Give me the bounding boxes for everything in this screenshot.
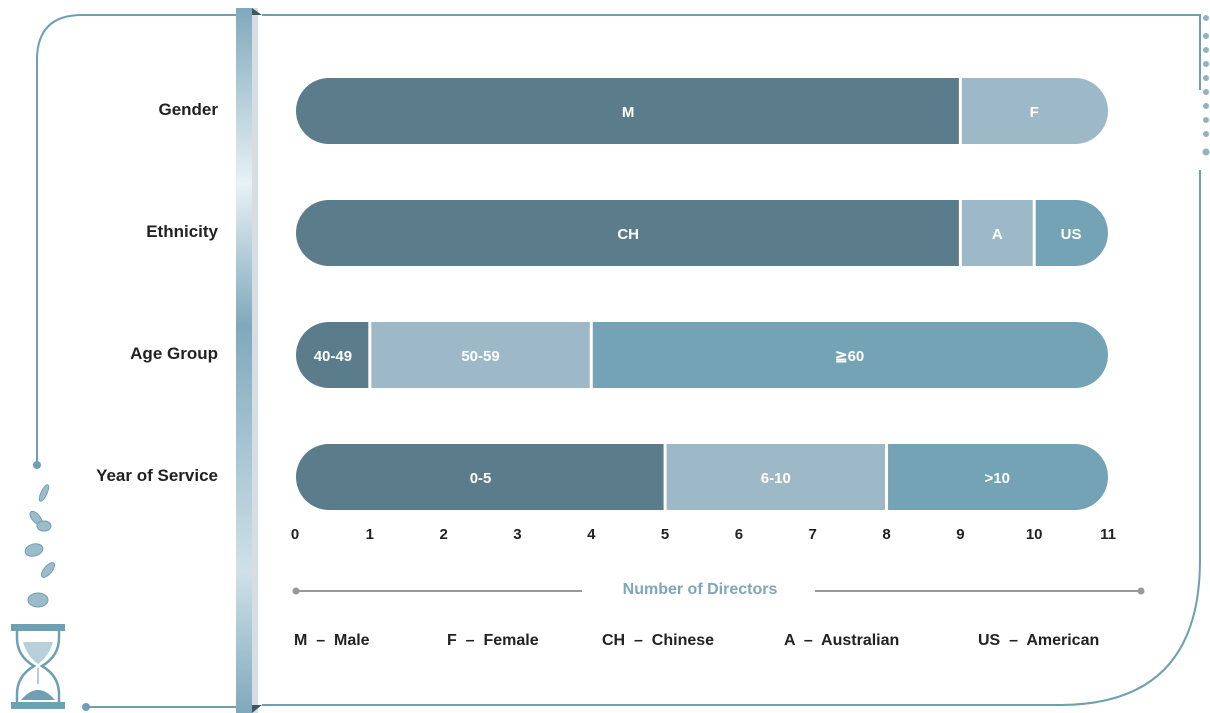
segment-label: 40-49	[314, 348, 352, 365]
segment-label: F	[1030, 104, 1039, 121]
falling-coins-icon	[24, 484, 56, 608]
legend-item: M – Male	[294, 632, 370, 649]
x-tick-label: 6	[735, 526, 743, 543]
x-tick-label: 4	[587, 526, 596, 543]
bar-segment	[296, 322, 370, 388]
bar-segment	[296, 78, 961, 144]
x-tick-label: 9	[956, 526, 964, 543]
bar-row-year-of-service	[296, 444, 1108, 510]
segment-label: M	[622, 104, 635, 121]
bar-segment	[296, 200, 961, 266]
legend-item: CH – Chinese	[602, 632, 715, 649]
category-label: Year of Service	[96, 466, 218, 485]
x-tick-label: 2	[439, 526, 447, 543]
x-tick-label: 0	[291, 526, 299, 543]
segment-label: A	[992, 226, 1003, 243]
bar-segment	[1034, 200, 1108, 266]
legend-item: F – Female	[447, 632, 539, 649]
x-tick-label: 8	[882, 526, 890, 543]
bar-segment	[960, 200, 1035, 266]
segment-label: US	[1061, 226, 1082, 243]
x-tick-label: 3	[513, 526, 521, 543]
bar-row-ethnicity	[296, 200, 1108, 266]
bar-row-gender	[296, 78, 1108, 144]
legend-item: A – Australian	[784, 632, 900, 649]
bar-segment	[591, 322, 1108, 388]
category-label: Gender	[158, 100, 218, 119]
bar-segment	[665, 444, 887, 510]
segment-label: CH	[617, 226, 639, 243]
segment-label: 50-59	[461, 348, 499, 365]
x-tick-label: 1	[366, 526, 374, 543]
bar-segment	[886, 444, 1108, 510]
legend-item: US – American	[978, 632, 1100, 649]
segment-label: ≧60	[835, 348, 864, 365]
segment-label: 0-5	[470, 470, 492, 487]
bar-row-age-group	[296, 322, 1108, 388]
segment-label: 6-10	[761, 470, 791, 487]
bar-segment	[369, 322, 592, 388]
category-label: Ethnicity	[146, 222, 218, 241]
x-tick-label: 7	[809, 526, 817, 543]
category-label: Age Group	[130, 344, 218, 363]
bar-segment	[296, 444, 666, 510]
x-tick-label: 10	[1026, 526, 1043, 543]
segment-label: >10	[985, 470, 1010, 487]
hourglass-icon	[11, 624, 65, 709]
bar-segment	[960, 78, 1108, 144]
x-tick-label: 11	[1100, 526, 1116, 543]
x-axis-title: Number of Directors	[622, 581, 778, 598]
x-tick-label: 5	[661, 526, 669, 543]
